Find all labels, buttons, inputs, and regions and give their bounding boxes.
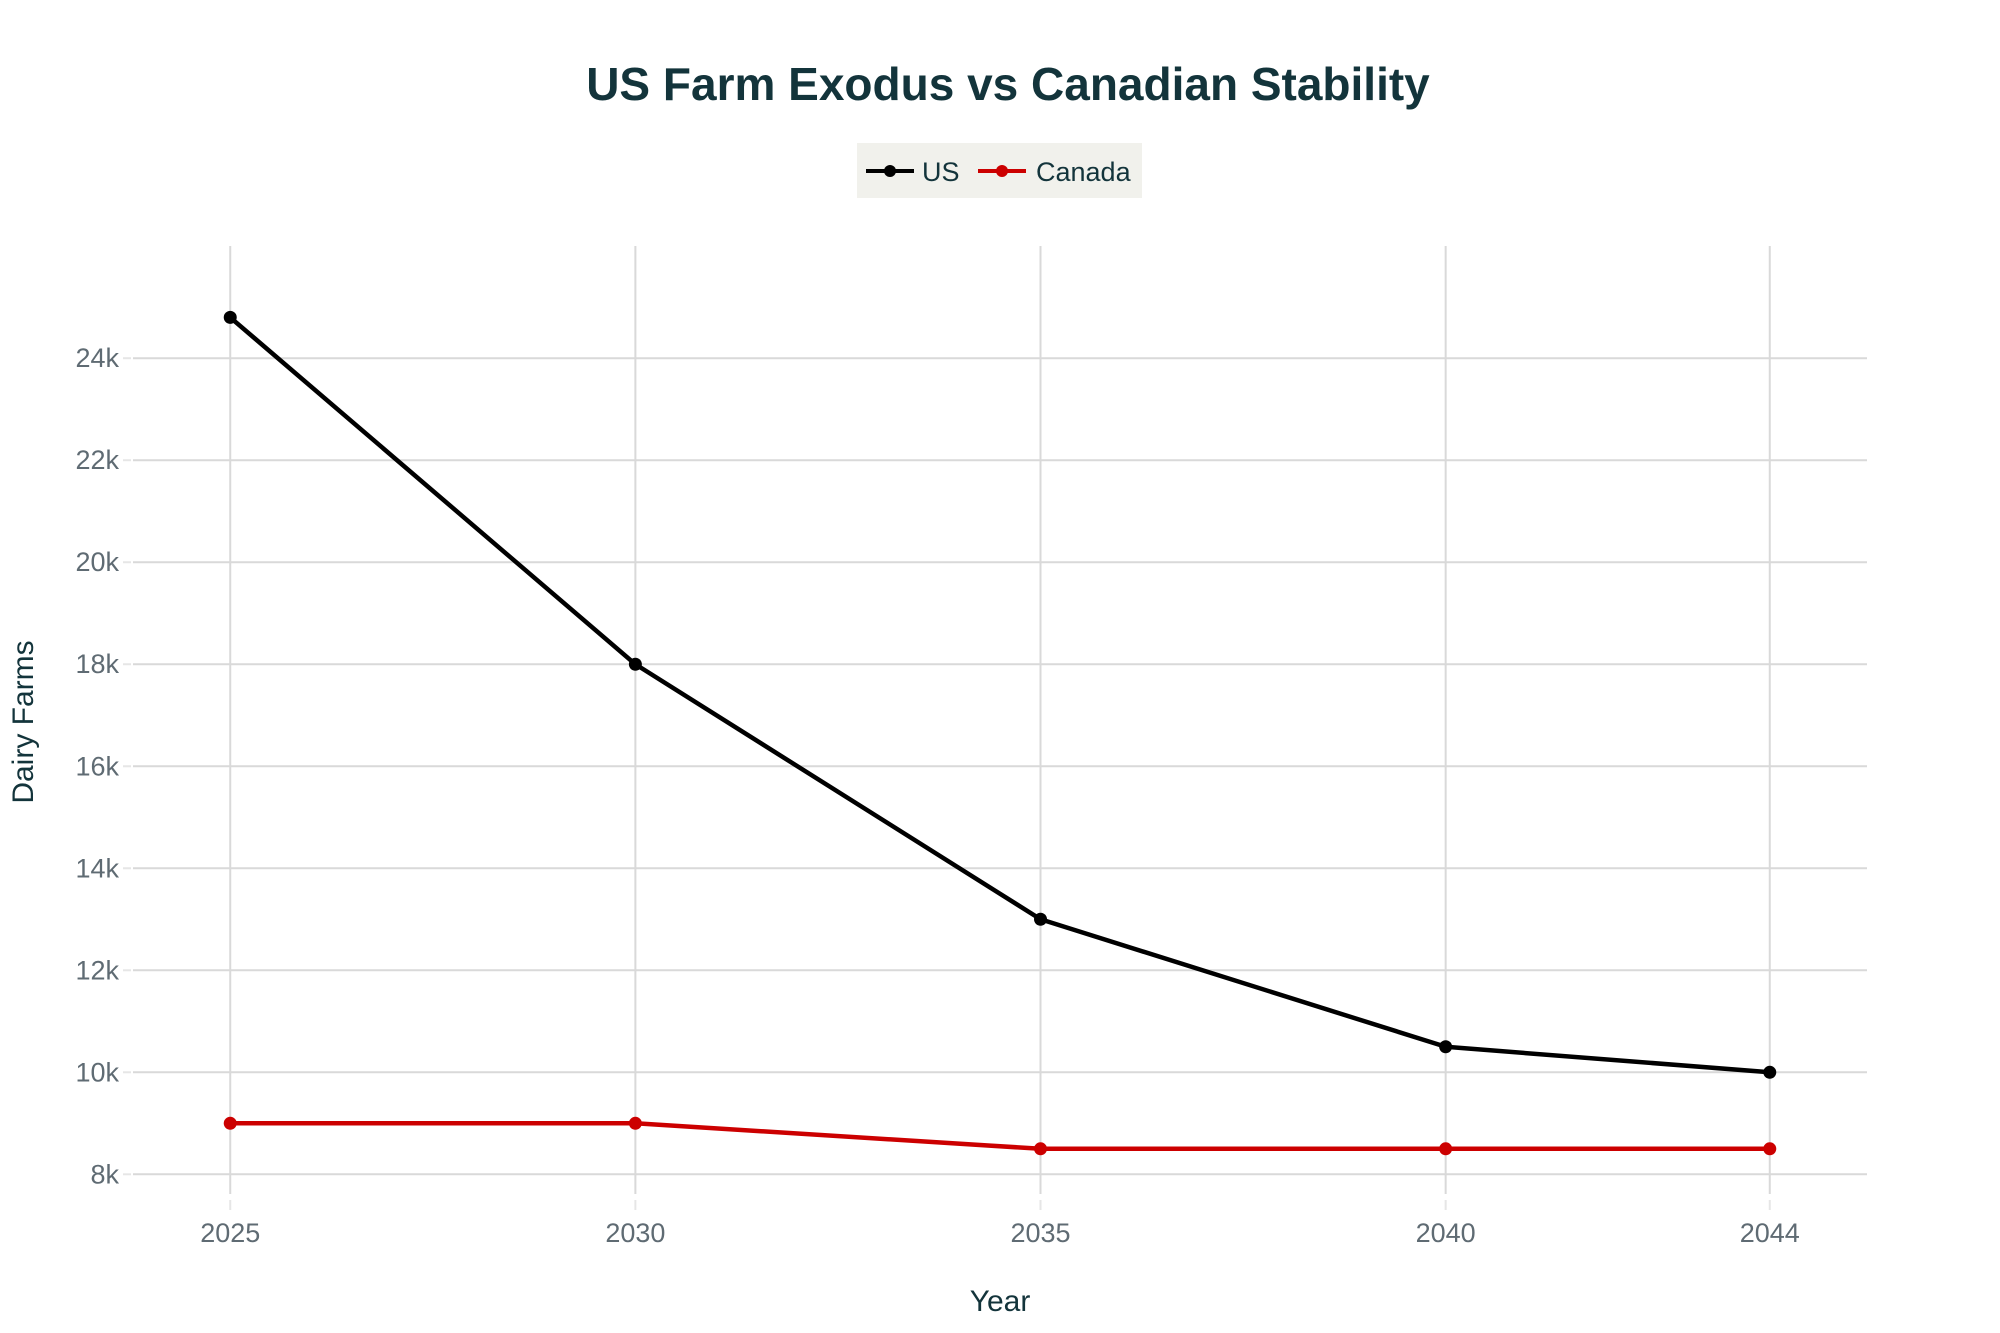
data-point-canada xyxy=(223,1116,237,1130)
data-point-us xyxy=(1034,912,1048,926)
y-tick-label: 22k xyxy=(75,445,119,475)
data-point-canada xyxy=(1763,1142,1777,1156)
series-layer xyxy=(223,310,1777,1156)
legend: US Canada xyxy=(857,143,1142,198)
y-axis: 8k 10k 12k 14k 16k 18k 20k 22k 24k xyxy=(75,343,131,1189)
chart-title: US Farm Exodus vs Canadian Stability xyxy=(586,58,1430,110)
x-tick-label: 2040 xyxy=(1416,1218,1476,1248)
y-tick-label: 24k xyxy=(75,343,119,373)
legend-item-canada[interactable]: Canada xyxy=(978,157,1132,187)
x-tick-label: 2030 xyxy=(605,1218,665,1248)
data-point-canada xyxy=(1034,1142,1048,1156)
y-tick-label: 18k xyxy=(75,649,119,679)
data-point-us xyxy=(223,310,237,324)
legend-item-us[interactable]: US xyxy=(866,157,960,187)
x-tick-label: 2044 xyxy=(1740,1218,1800,1248)
legend-us-label: US xyxy=(922,157,960,187)
series-line-us xyxy=(228,315,1770,1075)
x-tick-label: 2035 xyxy=(1010,1218,1070,1248)
legend-canada-marker-icon xyxy=(996,165,1008,177)
data-point-canada xyxy=(628,1116,642,1130)
y-tick-label: 12k xyxy=(75,955,119,985)
x-axis-title: Year xyxy=(970,1285,1031,1318)
y-axis-title: Dairy Farms xyxy=(7,640,40,803)
x-tick-label: 2025 xyxy=(200,1218,260,1248)
legend-canada-label: Canada xyxy=(1036,157,1132,187)
legend-us-marker-icon xyxy=(884,165,896,177)
y-tick-label: 10k xyxy=(75,1057,119,1087)
y-tick-label: 20k xyxy=(75,547,119,577)
y-tick-label: 14k xyxy=(75,853,119,883)
y-tick-label: 16k xyxy=(75,751,119,781)
data-point-us xyxy=(1763,1065,1777,1079)
x-axis: 2025 2030 2035 2040 2044 xyxy=(200,1200,1800,1248)
grid xyxy=(133,246,1867,1194)
y-tick-label: 8k xyxy=(90,1159,119,1189)
data-point-canada xyxy=(1439,1142,1453,1156)
data-point-us xyxy=(628,657,642,671)
series-line-canada xyxy=(230,1121,1770,1152)
data-point-us xyxy=(1439,1040,1453,1054)
